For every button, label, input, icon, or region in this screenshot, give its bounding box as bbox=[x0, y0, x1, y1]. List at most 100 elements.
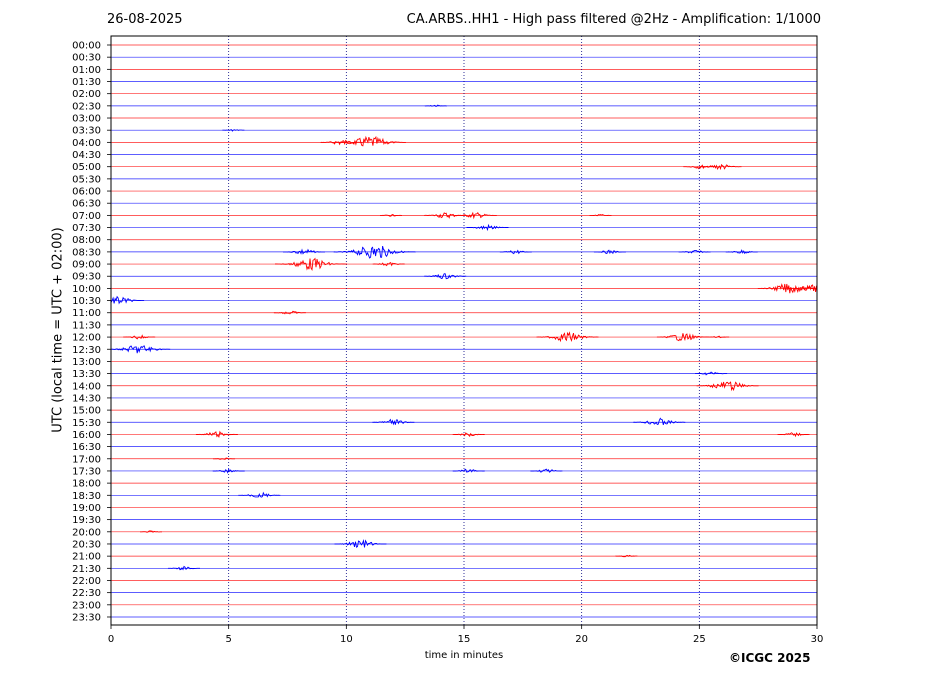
seismic-event-trace bbox=[656, 333, 709, 342]
seismic-event-trace bbox=[334, 538, 387, 548]
seismic-event-trace bbox=[424, 104, 447, 107]
seismic-event-trace bbox=[123, 334, 156, 340]
y-tick-label: 21:30 bbox=[72, 564, 101, 575]
seismic-event-trace bbox=[283, 248, 325, 255]
seismic-event-trace bbox=[372, 262, 405, 267]
x-tick-label: 20 bbox=[575, 634, 588, 645]
y-tick-label: 10:00 bbox=[72, 284, 101, 295]
y-tick-label: 04:30 bbox=[72, 150, 101, 161]
y-tick-label: 08:30 bbox=[72, 247, 101, 258]
seismic-event-trace bbox=[536, 331, 599, 343]
seismic-event-trace bbox=[213, 457, 235, 460]
seismic-event-trace bbox=[757, 283, 817, 294]
seismic-event-trace bbox=[372, 418, 415, 426]
y-tick-label: 09:00 bbox=[72, 260, 101, 271]
x-tick-label: 5 bbox=[225, 634, 231, 645]
seismic-event-trace bbox=[452, 432, 485, 438]
seismic-event-trace bbox=[212, 467, 245, 474]
seismic-event-trace bbox=[110, 295, 145, 305]
seismic-event-trace bbox=[696, 381, 759, 392]
seismic-event-trace bbox=[452, 468, 485, 473]
chart-title: CA.ARBS..HH1 - High pass filtered @2Hz -… bbox=[406, 12, 821, 27]
x-tick-label: 25 bbox=[693, 634, 706, 645]
y-tick-label: 13:30 bbox=[72, 369, 101, 380]
seismic-event-trace bbox=[593, 249, 626, 255]
y-tick-label: 15:00 bbox=[72, 406, 101, 417]
y-tick-label: 12:00 bbox=[72, 333, 101, 344]
seismic-event-trace bbox=[380, 214, 402, 217]
y-tick-label: 21:00 bbox=[72, 552, 101, 563]
x-tick-label: 10 bbox=[340, 634, 353, 645]
seismic-event-trace bbox=[615, 554, 638, 558]
y-tick-label: 10:30 bbox=[72, 296, 101, 307]
y-tick-label: 01:30 bbox=[72, 77, 101, 88]
y-tick-label: 02:30 bbox=[72, 101, 101, 112]
seismic-event-trace bbox=[111, 345, 171, 354]
y-tick-label: 18:00 bbox=[72, 479, 101, 490]
y-tick-label: 05:30 bbox=[72, 174, 101, 185]
seismic-event-trace bbox=[699, 163, 742, 171]
y-tick-label: 18:30 bbox=[72, 491, 101, 502]
y-tick-label: 03:00 bbox=[72, 114, 101, 125]
y-tick-label: 08:00 bbox=[72, 235, 101, 246]
seismic-event-trace bbox=[466, 223, 509, 232]
y-tick-label: 12:30 bbox=[72, 345, 101, 356]
seismic-event-trace bbox=[695, 371, 728, 376]
seismic-event-trace bbox=[678, 249, 711, 254]
seismic-event-trace bbox=[633, 417, 686, 426]
seismic-event-trace bbox=[222, 129, 245, 132]
seismic-event-trace bbox=[140, 530, 162, 533]
y-tick-label: 17:00 bbox=[72, 454, 101, 465]
y-tick-label: 11:30 bbox=[72, 320, 101, 331]
seismic-event-trace bbox=[454, 211, 497, 220]
y-tick-label: 14:00 bbox=[72, 381, 101, 392]
y-tick-label: 22:30 bbox=[72, 588, 101, 599]
y-tick-label: 20:00 bbox=[72, 527, 101, 538]
copyright-label: ©ICGC 2025 bbox=[729, 651, 811, 665]
y-tick-label: 09:30 bbox=[72, 272, 101, 283]
seismic-event-trace bbox=[273, 310, 306, 315]
y-tick-label: 03:30 bbox=[72, 126, 101, 137]
y-tick-label: 15:30 bbox=[72, 418, 101, 429]
y-tick-label: 14:30 bbox=[72, 393, 101, 404]
seismic-event-trace bbox=[499, 249, 532, 255]
seismic-event-trace bbox=[424, 273, 467, 280]
y-tick-label: 23:30 bbox=[72, 612, 101, 623]
seismic-event-trace bbox=[589, 214, 612, 217]
seismic-event-trace bbox=[725, 249, 758, 255]
seismic-event-trace bbox=[238, 491, 281, 498]
seismic-event-trace bbox=[275, 257, 348, 272]
y-tick-label: 13:00 bbox=[72, 357, 101, 368]
y-tick-label: 23:00 bbox=[72, 600, 101, 611]
y-tick-label: 17:30 bbox=[72, 466, 101, 477]
x-axis-label: time in minutes bbox=[424, 650, 504, 661]
y-tick-label: 02:00 bbox=[72, 89, 101, 100]
y-tick-label: 22:00 bbox=[72, 576, 101, 587]
y-tick-label: 04:00 bbox=[72, 138, 101, 149]
y-tick-label: 07:00 bbox=[72, 211, 101, 222]
y-tick-label: 05:00 bbox=[72, 162, 101, 173]
y-tick-label: 19:30 bbox=[72, 515, 101, 526]
seismic-event-trace bbox=[195, 430, 238, 438]
y-tick-label: 11:00 bbox=[72, 308, 101, 319]
y-tick-label: 06:00 bbox=[72, 187, 101, 198]
y-tick-label: 06:30 bbox=[72, 199, 101, 210]
seismic-event-trace bbox=[333, 245, 416, 259]
y-tick-label: 16:00 bbox=[72, 430, 101, 441]
y-tick-label: 01:00 bbox=[72, 65, 101, 76]
y-tick-label: 00:00 bbox=[72, 41, 101, 52]
x-tick-label: 15 bbox=[458, 634, 471, 645]
seismic-event-trace bbox=[707, 335, 730, 339]
seismic-event-trace bbox=[168, 565, 200, 571]
y-tick-label: 19:00 bbox=[72, 503, 101, 514]
seismic-event-trace bbox=[777, 432, 810, 438]
x-tick-label: 30 bbox=[811, 634, 824, 645]
seismic-event-trace bbox=[530, 468, 563, 473]
y-tick-label: 16:30 bbox=[72, 442, 101, 453]
y-tick-label: 07:30 bbox=[72, 223, 101, 234]
x-tick-label: 0 bbox=[108, 634, 114, 645]
seismic-event-trace bbox=[333, 135, 406, 147]
y-tick-label: 20:30 bbox=[72, 539, 101, 550]
date-label: 26-08-2025 bbox=[107, 12, 183, 27]
